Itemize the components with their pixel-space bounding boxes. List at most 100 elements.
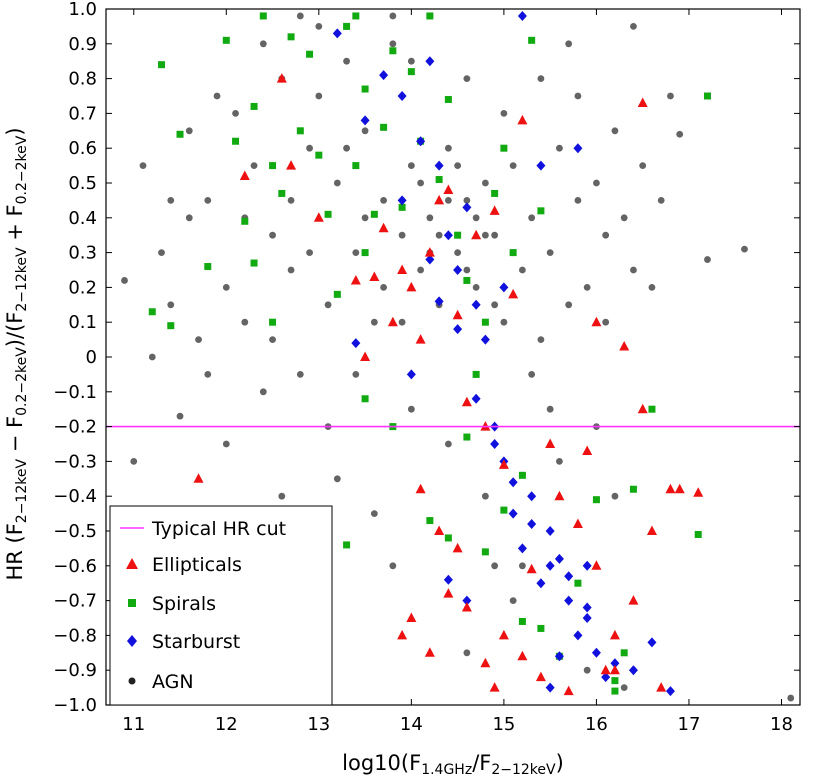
starburst-point-31 bbox=[434, 296, 444, 307]
agn-point-49 bbox=[583, 284, 591, 291]
ellipticals-point-1 bbox=[239, 170, 250, 181]
starburst-point-24 bbox=[591, 647, 601, 658]
agn-point-25 bbox=[361, 127, 369, 135]
ellipticals-point-8 bbox=[369, 271, 380, 281]
agn-point-12 bbox=[241, 318, 249, 326]
agn-point-119 bbox=[139, 162, 147, 170]
ellipticals-point-27 bbox=[452, 542, 463, 553]
y-tick-label-15: −0.5 bbox=[53, 521, 97, 542]
spirals-point-58 bbox=[703, 92, 711, 100]
legend-starburst-label: Starburst bbox=[152, 631, 240, 653]
starburst-point-39 bbox=[582, 602, 592, 613]
spirals-point-23 bbox=[389, 47, 397, 55]
agn-point-108 bbox=[648, 284, 656, 291]
spirals-point-22 bbox=[380, 123, 388, 131]
spirals-point-59 bbox=[611, 687, 619, 695]
starburst-point-11 bbox=[471, 299, 481, 310]
x-axis-ticks: 11 12 13 14 15 16 17 18 bbox=[122, 9, 793, 735]
starburst-point-40 bbox=[443, 574, 453, 585]
ellipticals-point-17 bbox=[452, 309, 463, 320]
spirals-point-51 bbox=[574, 579, 582, 587]
agn-point-22 bbox=[333, 179, 341, 187]
agn-point-96 bbox=[306, 249, 313, 256]
ellipticals-point-42 bbox=[619, 341, 630, 351]
spirals-point-43 bbox=[426, 517, 434, 525]
agn-point-34 bbox=[444, 144, 452, 152]
agn-point-66 bbox=[370, 510, 378, 517]
starburst-point-22 bbox=[573, 630, 583, 641]
spirals-point-1 bbox=[158, 61, 166, 69]
x-tick-label-1: 12 bbox=[215, 714, 238, 735]
spirals-point-49 bbox=[537, 624, 545, 632]
starburst-point-21 bbox=[564, 595, 574, 606]
agn-point-64 bbox=[296, 12, 304, 20]
agn-point-67 bbox=[389, 12, 397, 20]
spirals-point-20 bbox=[361, 85, 369, 93]
ellipticals-point-9 bbox=[378, 222, 389, 233]
ellipticals-point-25 bbox=[415, 483, 426, 494]
ellipticals-point-38 bbox=[582, 445, 593, 455]
starburst-point-46 bbox=[582, 560, 592, 571]
ellipticals-point-41 bbox=[609, 629, 620, 640]
y-tick-label-17: −0.7 bbox=[53, 591, 97, 612]
ellipticals-point-3 bbox=[276, 73, 287, 83]
ellipticals-point-43 bbox=[628, 595, 639, 605]
y-tick-label-7: 0.3 bbox=[68, 243, 97, 264]
agn-point-17 bbox=[287, 266, 295, 274]
x-tick-label-6: 17 bbox=[678, 714, 701, 735]
agn-point-102 bbox=[315, 92, 323, 100]
ellipticals-point-39 bbox=[591, 560, 602, 570]
ellipticals-point-50 bbox=[424, 647, 435, 657]
starburst-point-20 bbox=[554, 553, 564, 564]
agn-point-117 bbox=[583, 666, 591, 674]
ellipticals-point-37 bbox=[572, 518, 583, 529]
agn-point-37 bbox=[472, 284, 480, 291]
starburst-point-10 bbox=[462, 202, 472, 213]
ellipticals-point-13 bbox=[415, 334, 426, 344]
starburst-point-18 bbox=[536, 578, 546, 589]
agn-point-93 bbox=[481, 231, 489, 239]
spirals-point-6 bbox=[232, 137, 240, 145]
agn-point-23 bbox=[343, 57, 350, 65]
spirals-point-62 bbox=[352, 12, 360, 20]
spirals-point-33 bbox=[481, 318, 489, 326]
spirals-point-2 bbox=[167, 322, 175, 330]
starburst-point-23 bbox=[582, 613, 592, 623]
spirals-point-24 bbox=[398, 203, 406, 211]
starburst-point-0 bbox=[332, 28, 342, 39]
starburst-point-35 bbox=[508, 477, 518, 488]
y-tick-label-5: 0.5 bbox=[68, 173, 97, 194]
agn-point-99 bbox=[204, 371, 212, 378]
starburst-point-34 bbox=[490, 439, 500, 449]
ellipticals-point-49 bbox=[406, 612, 417, 622]
agn-point-10 bbox=[222, 284, 230, 291]
starburst-point-3 bbox=[379, 70, 389, 81]
agn-point-107 bbox=[602, 318, 610, 326]
spirals-point-41 bbox=[361, 395, 369, 403]
agn-point-48 bbox=[574, 197, 582, 204]
y-tick-label-14: −0.4 bbox=[53, 486, 97, 507]
starburst-point-45 bbox=[573, 143, 583, 154]
ellipticals-point-55 bbox=[693, 487, 704, 497]
ellipticals-point-24 bbox=[517, 114, 528, 125]
agn-point-13 bbox=[250, 162, 258, 170]
ellipticals-point-31 bbox=[498, 629, 509, 640]
agn-point-98 bbox=[343, 144, 350, 152]
agn-point-39 bbox=[491, 231, 499, 239]
y-tick-label-8: 0.2 bbox=[68, 277, 97, 298]
spirals-point-9 bbox=[259, 12, 267, 20]
spirals-point-34 bbox=[491, 189, 499, 197]
agn-point-30 bbox=[407, 162, 415, 170]
agn-point-7 bbox=[195, 336, 202, 343]
spirals-point-25 bbox=[407, 68, 415, 76]
ellipticals-point-32 bbox=[517, 650, 528, 661]
x-tick-label-2: 13 bbox=[307, 714, 330, 735]
agn-point-74 bbox=[519, 562, 526, 570]
agn-point-29 bbox=[398, 231, 406, 239]
x-axis-title: log10(F1.4GHz/F2−12keV) bbox=[342, 751, 564, 778]
agn-point-15 bbox=[269, 231, 276, 239]
ellipticals-series bbox=[193, 73, 704, 696]
spirals-point-57 bbox=[694, 530, 702, 538]
starburst-point-8 bbox=[443, 230, 453, 241]
spirals-point-3 bbox=[176, 130, 184, 138]
